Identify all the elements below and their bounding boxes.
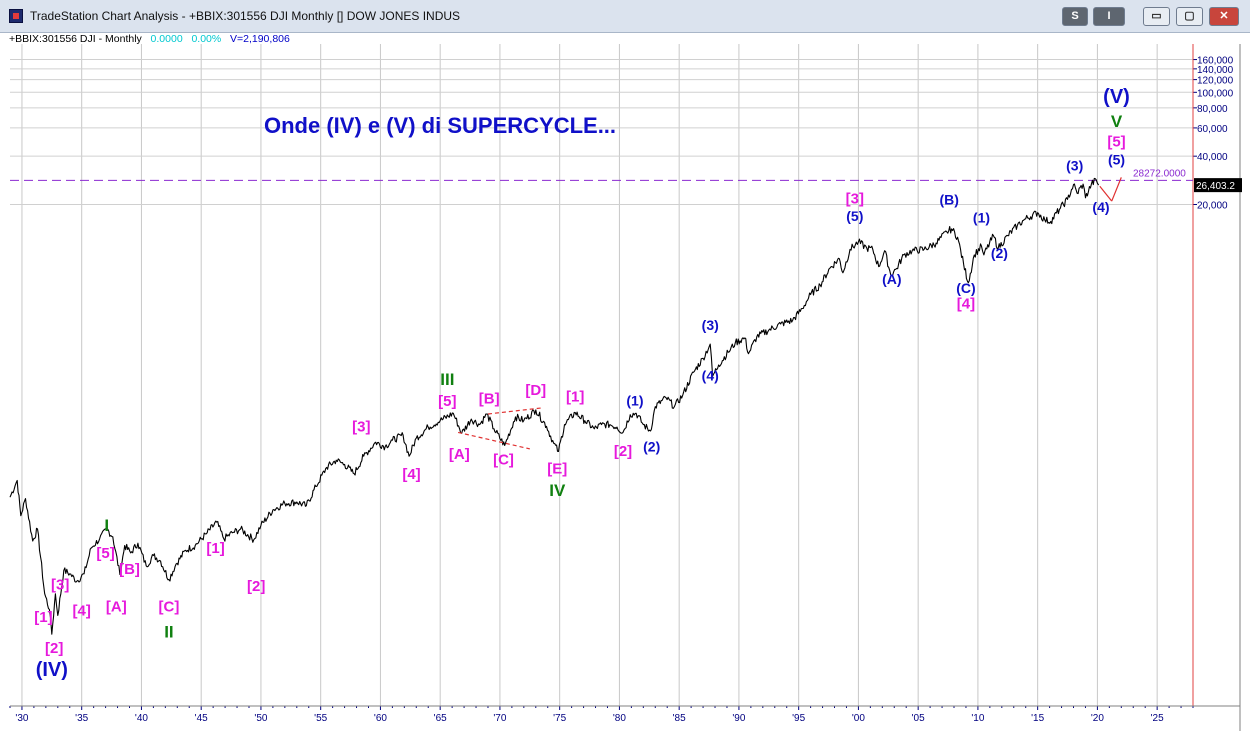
- triangle-boundary-line[interactable]: [487, 407, 542, 415]
- x-tick-label: '85: [673, 713, 686, 724]
- wave-label: [D]: [525, 382, 546, 399]
- wave-label: (3): [702, 317, 719, 333]
- wave-label: [A]: [449, 446, 470, 463]
- net-change: 0.0000: [150, 33, 183, 45]
- forecast-line[interactable]: [1111, 177, 1122, 202]
- percent-change: 0.00%: [191, 33, 222, 45]
- minimize-button[interactable]: ▭: [1143, 7, 1170, 26]
- wave-label: (2): [991, 245, 1008, 261]
- wave-label: (1): [973, 209, 990, 225]
- wave-label: IV: [549, 481, 566, 500]
- wave-label: [C]: [493, 451, 514, 468]
- wave-label: (IV): [36, 659, 68, 681]
- window-titlebar: TradeStation Chart Analysis - +BBIX:3015…: [0, 0, 1250, 33]
- wave-label: [B]: [119, 561, 140, 578]
- wave-label: [E]: [547, 461, 567, 478]
- wave-label: (1): [626, 392, 643, 408]
- x-tick-label: '45: [195, 713, 208, 724]
- wave-label: [1]: [566, 389, 584, 406]
- y-tick-label: 80,000: [1197, 104, 1228, 115]
- wave-label: II: [164, 623, 173, 642]
- indicator-link-button[interactable]: I: [1093, 7, 1125, 26]
- wave-label: (5): [1108, 151, 1125, 167]
- x-tick-label: '55: [314, 713, 327, 724]
- price-series-line[interactable]: [9, 177, 1100, 635]
- wave-label: [5]: [438, 393, 456, 410]
- y-tick-label: 160,000: [1197, 56, 1234, 67]
- y-tick-label: 100,000: [1197, 88, 1234, 99]
- x-tick-label: '75: [553, 713, 566, 724]
- wave-label: [4]: [402, 466, 420, 483]
- triangle-boundary-line[interactable]: [457, 431, 530, 450]
- wave-label: (A): [882, 271, 901, 287]
- wave-label: V: [1111, 112, 1123, 131]
- wave-label: III: [440, 370, 454, 389]
- wave-label: (C): [956, 280, 975, 296]
- wave-label: [3]: [352, 419, 370, 436]
- wave-label: [1]: [206, 540, 224, 557]
- wave-label: (5): [846, 208, 863, 224]
- y-tick-label: 20,000: [1197, 200, 1228, 211]
- x-tick-label: '00: [852, 713, 865, 724]
- x-tick-label: '65: [434, 713, 447, 724]
- wave-label: [C]: [159, 599, 180, 616]
- wave-label: [4]: [957, 295, 975, 312]
- forecast-line[interactable]: [1099, 185, 1113, 202]
- maximize-button[interactable]: ▢: [1176, 7, 1203, 26]
- wave-label: (3): [1066, 158, 1083, 174]
- wave-label: [2]: [614, 443, 632, 460]
- last-price-marker: [1194, 178, 1242, 193]
- symbol-link-button[interactable]: S: [1062, 7, 1088, 26]
- wave-label: (2): [643, 438, 660, 454]
- x-tick-label: '25: [1151, 713, 1164, 724]
- chart-header: +BBIX:301556 DJI - Monthly 0.0000 0.00% …: [9, 33, 290, 45]
- wave-label: [A]: [106, 599, 127, 616]
- y-tick-label: 120,000: [1197, 76, 1234, 87]
- x-tick-label: '05: [912, 713, 925, 724]
- wave-label: (B): [940, 191, 959, 207]
- last-price-label: 26,403.2: [1196, 181, 1235, 192]
- x-tick-label: '15: [1031, 713, 1044, 724]
- x-tick-label: '60: [374, 713, 387, 724]
- wave-label: (4): [702, 368, 719, 384]
- wave-label: I: [104, 516, 109, 535]
- y-tick-label: 140,000: [1197, 65, 1234, 76]
- x-tick-label: '20: [1091, 713, 1104, 724]
- x-tick-label: '95: [792, 713, 805, 724]
- x-tick-label: '10: [971, 713, 984, 724]
- y-tick-label: 40,000: [1197, 152, 1228, 163]
- wave-label: [2]: [247, 578, 265, 595]
- symbol-description: +BBIX:301556 DJI - Monthly: [9, 33, 142, 45]
- wave-label: (V): [1103, 86, 1130, 108]
- x-tick-label: '40: [135, 713, 148, 724]
- x-tick-label: '80: [613, 713, 626, 724]
- volume-readout: V=2,190,806: [229, 33, 290, 45]
- close-button[interactable]: ✕: [1209, 7, 1239, 26]
- chart-title: Onde (IV) e (V) di SUPERCYCLE...: [264, 113, 616, 138]
- level-label: 28272.0000: [1133, 168, 1186, 179]
- wave-label: [5]: [96, 545, 114, 562]
- wave-label: [B]: [479, 391, 500, 408]
- app-icon: [9, 9, 23, 23]
- wave-label: [1]: [34, 609, 52, 626]
- x-tick-label: '70: [493, 713, 506, 724]
- x-tick-label: '35: [75, 713, 88, 724]
- wave-label: [3]: [51, 576, 69, 593]
- wave-label: [5]: [1107, 133, 1125, 150]
- x-tick-label: '30: [15, 713, 28, 724]
- wave-label: (4): [1092, 199, 1109, 215]
- x-tick-label: '50: [254, 713, 267, 724]
- wave-label: [4]: [73, 602, 91, 619]
- wave-label: [2]: [45, 640, 63, 657]
- y-tick-label: 60,000: [1197, 124, 1228, 135]
- plot-area: [10, 44, 1193, 706]
- wave-label: [3]: [846, 190, 864, 207]
- x-tick-label: '90: [732, 713, 745, 724]
- window-title: TradeStation Chart Analysis - +BBIX:3015…: [30, 9, 461, 23]
